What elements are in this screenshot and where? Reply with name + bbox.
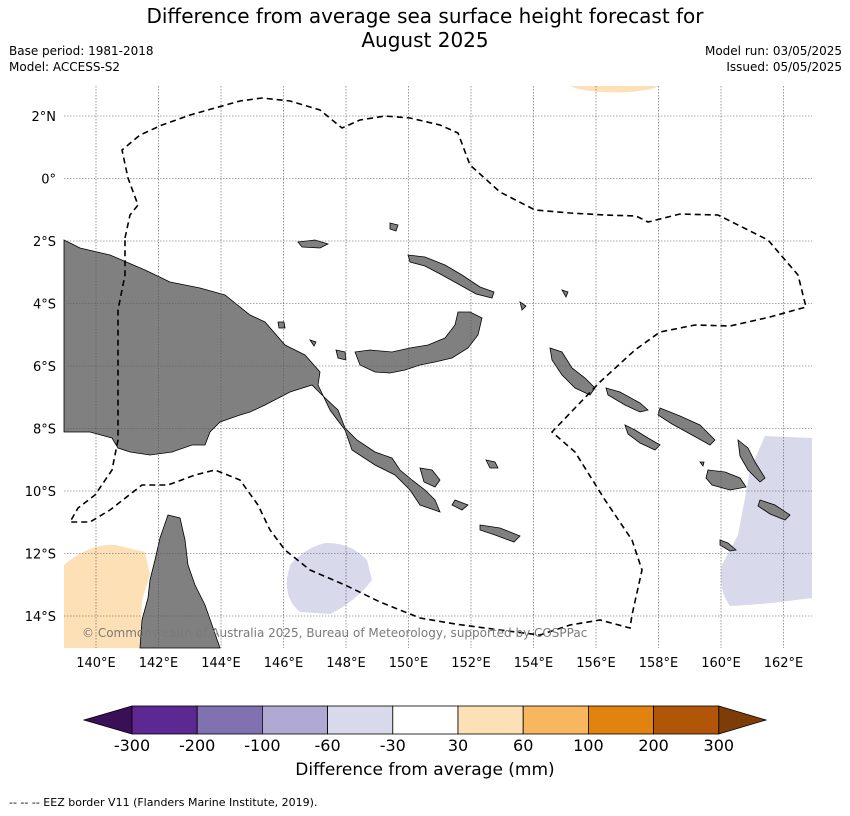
land-new-guinea — [63, 239, 441, 513]
colorbar-label: Difference from average (mm) — [295, 760, 555, 780]
land-louisiade — [419, 467, 521, 543]
anomaly-negative-east — [721, 436, 812, 606]
land-small-islands — [277, 222, 737, 552]
colorbar-segment — [392, 705, 459, 735]
lat-tick-label: 14°S — [25, 610, 56, 625]
chart-title: Difference from average sea surface heig… — [0, 4, 850, 52]
meta-left: Base period: 1981-2018 Model: ACCESS-S2 — [9, 43, 154, 75]
colorbar-segment — [522, 705, 589, 735]
land-choiseul — [605, 387, 649, 413]
land-guadalcanal — [705, 469, 747, 491]
lat-tick-label: 10°S — [25, 485, 56, 500]
lon-tick-label: 162°E — [764, 656, 804, 671]
lon-tick-label: 156°E — [576, 656, 616, 671]
colorbar-tick-label: -100 — [244, 736, 280, 755]
colorbar-extend-min — [82, 705, 133, 735]
colorbar-tick-label: 100 — [573, 736, 604, 755]
colorbar-segment — [131, 705, 198, 735]
title-line-2: August 2025 — [361, 28, 489, 52]
lat-tick-label: 2°N — [32, 110, 57, 125]
colorbar-tick-label: 30 — [448, 736, 468, 755]
colorbar-segment — [653, 705, 720, 735]
lon-tick-label: 154°E — [514, 656, 554, 671]
land-santa-isabel — [657, 407, 716, 446]
lat-tick-label: 2°S — [33, 235, 56, 250]
eez-legend-note: -- -- -- EEZ border V11 (Flanders Marine… — [9, 796, 318, 809]
colorbar-segment — [457, 705, 524, 735]
lat-tick-label: 6°S — [33, 360, 56, 375]
land-malaita — [737, 439, 766, 483]
base-period: Base period: 1981-2018 — [9, 44, 154, 58]
colorbar-segment — [261, 705, 328, 735]
model-name: Model: ACCESS-S2 — [9, 60, 121, 74]
lon-tick-label: 144°E — [201, 656, 241, 671]
colorbar-segment — [327, 705, 394, 735]
issued-date: Issued: 05/05/2025 — [726, 60, 842, 74]
lon-tick-label: 146°E — [264, 656, 304, 671]
land-cape-york — [139, 514, 221, 649]
lon-tick-label: 140°E — [76, 656, 116, 671]
lat-tick-label: 12°S — [25, 548, 56, 563]
lon-tick-label: 142°E — [139, 656, 179, 671]
model-run: Model run: 03/05/2025 — [704, 44, 842, 58]
lat-tick-label: 8°S — [33, 423, 56, 438]
colorbar-tick-label: -300 — [114, 736, 150, 755]
colorbar-tick-label: -60 — [315, 736, 341, 755]
title-line-1: Difference from average sea surface heig… — [146, 4, 704, 28]
meta-right: Model run: 03/05/2025 Issued: 05/05/2025 — [705, 43, 842, 75]
land-new-georgia — [624, 424, 661, 451]
lon-tick-label: 160°E — [701, 656, 741, 671]
lon-tick-label: 158°E — [639, 656, 679, 671]
land-bougainville — [549, 347, 596, 396]
lon-tick-label: 148°E — [326, 656, 366, 671]
land-makira — [757, 499, 791, 521]
lon-tick-label: 150°E — [389, 656, 429, 671]
gridlines — [64, 86, 812, 648]
anomaly-positive-top — [570, 86, 660, 93]
lat-tick-label: 4°S — [33, 298, 56, 313]
colorbar-tick-label: 200 — [638, 736, 669, 755]
lat-tick-label: 0° — [41, 173, 56, 188]
colorbar-tick-label: -30 — [380, 736, 406, 755]
lon-tick-label: 152°E — [451, 656, 491, 671]
colorbar-segment — [588, 705, 655, 735]
anomaly-positive-southwest — [64, 544, 150, 648]
eez-border-line — [68, 97, 807, 636]
colorbar-tick-label: -200 — [179, 736, 215, 755]
colorbar-tick-label: 300 — [704, 736, 735, 755]
colorbar-extend-max — [718, 705, 768, 735]
map-axes: 140°E 142°E 144°E 146°E 148°E 150°E 152°E 154°E… — [25, 110, 804, 671]
colorbar: -300 -200 -100 -60 -30 30 60 100 200 300 — [82, 705, 768, 755]
colorbar-tick-label: 60 — [513, 736, 533, 755]
land-new-ireland — [407, 254, 495, 299]
map-content — [63, 86, 812, 649]
copyright-text: © Commonwealth of Australia 2025, Bureau… — [82, 626, 587, 640]
land-new-britain — [354, 311, 483, 374]
colorbar-segment — [196, 705, 263, 735]
